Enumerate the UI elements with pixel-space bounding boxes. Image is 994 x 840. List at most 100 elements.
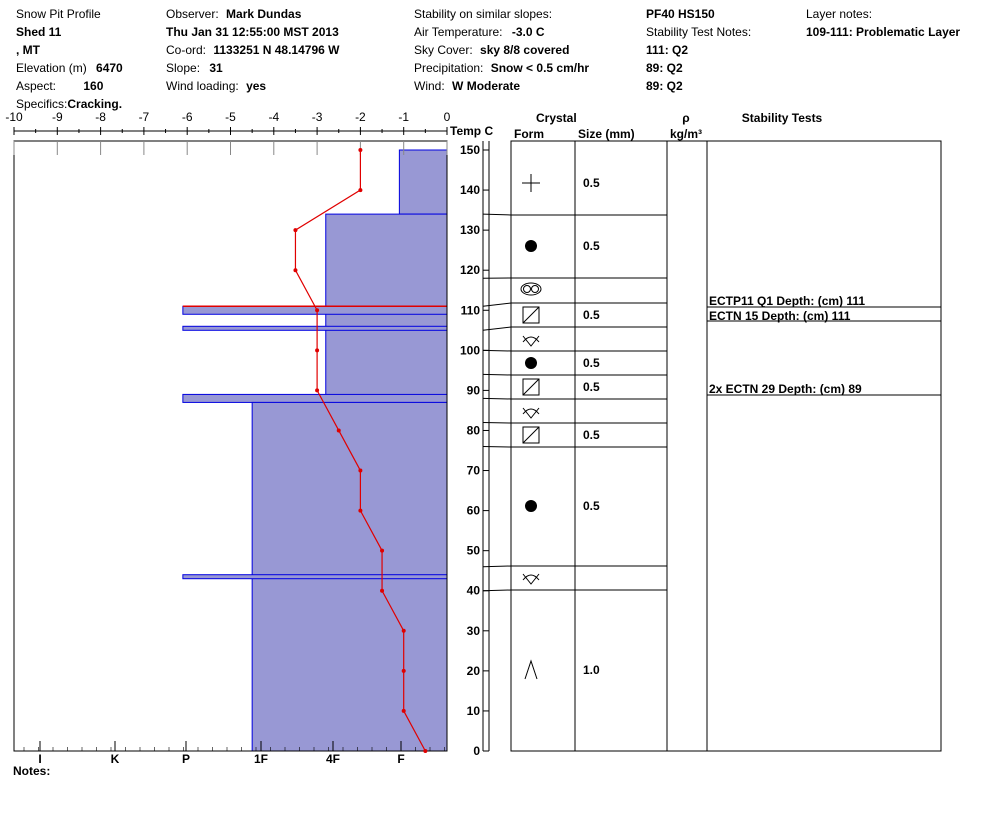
temperature-point [358,148,363,152]
coord-value: 1133251 N 48.14796 W [213,43,340,57]
faceted-crystals-icon [522,306,540,324]
surface-hoar-icon [522,573,540,585]
temperature-point [315,388,320,393]
crystal-size: 0.5 [583,239,600,253]
temp-tick-label: -8 [95,110,106,124]
stability-test-label: ECTN 15 Depth: (cm) 111 [709,309,851,323]
sky-cover-value: sky 8/8 covered [480,43,570,57]
stability-test-label: 2x ECTN 29 Depth: (cm) 89 [709,382,862,396]
slope-label: Slope: [166,61,201,75]
stability-similar-label: Stability on similar slopes: [414,7,553,21]
graupel-icon [520,282,542,296]
temperature-point [401,668,406,673]
temperature-point [315,348,320,353]
crystal-columns: Crystal Form Size (mm) ρ kg/m³ Stability Test… [482,111,942,752]
temp-tick-label: -9 [52,110,63,124]
temp-tick-label: -2 [355,110,366,124]
layer-connector [482,326,512,331]
temp-tick-label: -7 [139,110,150,124]
hardness-tick-label: K [111,752,120,766]
air-temp-value: -3.0 C [511,25,545,39]
temperature-point [401,708,406,713]
hardness-tick-label: 1F [254,752,268,766]
wind-value: W Moderate [452,79,521,93]
depth-tick-label: 50 [467,544,481,558]
layer-connector [482,421,512,424]
crystal-header: Crystal [536,111,577,125]
temperature-profile [293,148,428,753]
crystal-table-frame [510,140,942,752]
wind-loading-label: Wind loading: [166,79,239,93]
rho-header: ρ [682,111,689,125]
depth-tick-label: 140 [460,183,480,197]
depth-tick-label: 150 [460,143,480,157]
faceted-crystals-icon [522,426,540,444]
stability-header: Stability Tests [742,111,823,125]
faceted-crystals-icon [522,378,540,396]
temp-tick-label: -1 [398,110,409,124]
rounded-grains-icon [525,240,537,252]
elevation-field: Elevation (m) 6470 [16,61,123,75]
layer-connector [482,302,512,307]
temperature-point [358,468,363,473]
depth-tick-label: 20 [467,664,481,678]
temperature-point [358,508,363,513]
depth-axis: 0 10 20 30 40 50 60 70 80 90 100 110 120 130 140 150 [460,141,489,758]
surface-hoar-icon [522,407,540,419]
aspect-value: 160 [83,79,104,93]
coord-label: Co-ord: [166,43,207,57]
layer-connector [482,565,512,568]
precip-label: Precipitation: [414,61,484,75]
hardness-layers [182,149,448,752]
air-temp-field: Air Temperature: -3.0 C [414,25,545,39]
depth-hoar-icon [524,659,538,680]
depth-tick-label: 120 [460,263,480,277]
wind-field: Wind: W Moderate [414,79,520,93]
elevation-value: 6470 [96,61,123,75]
crystal-size: 0.5 [583,499,600,513]
hardness-tick-label: I [38,752,41,766]
pf-hs-value: PF40 HS150 [646,7,715,21]
layer-notes-value: 109-111: Problematic Layer [806,25,961,39]
depth-tick-label: 60 [467,504,481,518]
layer-connector [482,213,512,216]
hardness-layer [182,393,448,403]
depth-tick-label: 10 [467,704,481,718]
wind-loading-field: Wind loading: yes [166,79,266,93]
depth-tick-label: 0 [473,744,480,758]
temp-tick-label: -3 [312,110,323,124]
observer-label: Observer: [166,7,219,21]
depth-tick-label: 70 [467,464,481,478]
hardness-tick-label: P [182,752,190,766]
depth-tick-label: 90 [467,383,481,397]
notes-label: Notes: [13,764,51,778]
stability-note-1: 111: Q2 [646,43,689,57]
air-temp-label: Air Temperature: [414,25,503,39]
hardness-layer [398,149,448,215]
precip-value: Snow < 0.5 cm/hr [490,61,590,75]
temperature-point [293,268,298,273]
temp-tick-label: 0 [444,110,451,124]
crystal-size: 0.5 [583,308,600,322]
slope-field: Slope: 31 [166,61,223,75]
temperature-point [380,588,385,593]
temp-tick-label: -5 [225,110,236,124]
stability-note-2: 89: Q2 [646,61,683,75]
specifics-value: Cracking. [67,97,123,111]
hardness-tick-label: 4F [326,752,340,766]
depth-tick-label: 100 [460,343,480,357]
specifics-label: Specifics: [16,97,68,111]
crystal-size: 0.5 [583,176,600,190]
depth-tick-label: 80 [467,423,481,437]
depth-tick-label: 30 [467,624,481,638]
crystal-size: 0.5 [583,428,600,442]
wind-loading-value: yes [246,79,267,93]
hardness-layer [182,574,448,580]
crystal-size: 1.0 [583,663,600,677]
depth-tick-label: 110 [461,303,481,317]
aspect-label: Aspect: [16,79,57,93]
temperature-point [336,428,341,433]
temperature-point [293,228,298,233]
